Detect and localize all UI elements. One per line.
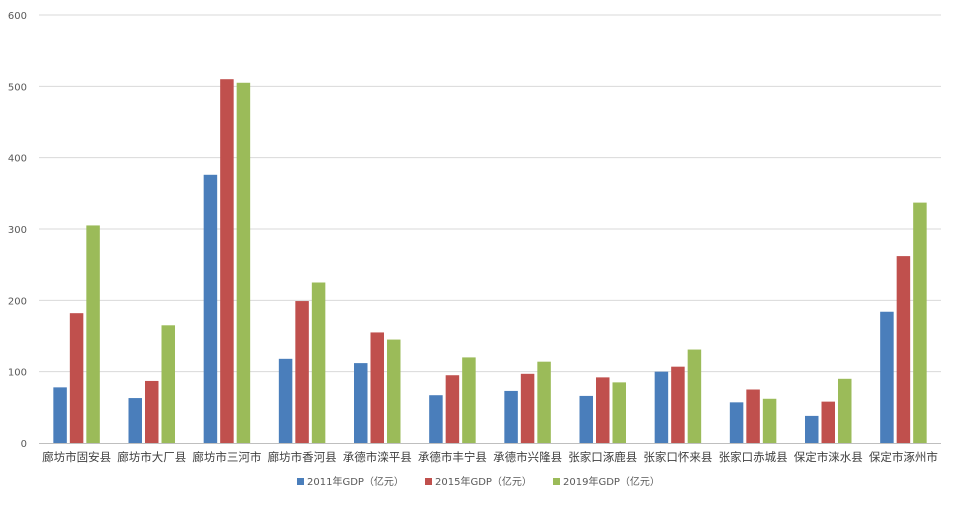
bar — [537, 361, 551, 443]
bar — [805, 415, 819, 443]
y-tick-label: 400 — [8, 154, 27, 165]
gridlines — [39, 14, 941, 373]
bar — [429, 395, 443, 443]
x-category-label: 张家口赤城县 — [719, 450, 788, 464]
bar — [161, 325, 175, 443]
x-category-label: 承德市丰宁县 — [418, 450, 487, 464]
bar — [53, 387, 67, 443]
x-category-label: 张家口怀来县 — [643, 450, 712, 464]
bar — [370, 332, 384, 443]
bar — [69, 313, 84, 443]
y-tick-label: 200 — [8, 296, 27, 307]
y-tick-label: 600 — [8, 11, 27, 22]
x-category-label: 廊坊市固安县 — [42, 450, 111, 464]
bar — [354, 363, 368, 443]
bar — [913, 202, 927, 443]
bar — [520, 373, 535, 443]
legend: 2011年GDP（亿元） 2015年GDP（亿元） 2019年GDP（亿元） — [297, 475, 660, 488]
bar — [278, 358, 293, 443]
x-category-label: 承德市兴隆县 — [493, 450, 562, 464]
legend-swatch — [425, 478, 432, 485]
x-category-label: 廊坊市香河县 — [268, 450, 337, 464]
x-category-label: 张家口涿鹿县 — [568, 450, 637, 464]
x-category-label: 廊坊市大厂县 — [117, 450, 186, 464]
bar — [311, 282, 326, 443]
bar — [445, 375, 460, 443]
bar — [838, 378, 852, 443]
y-axis-tick-labels: 0 100 200 300 400 500 600 — [8, 11, 27, 450]
x-axis-category-labels: 廊坊市固安县 廊坊市大厂县 廊坊市三河市 廊坊市香河县 承德市滦平县 承德市丰宁县 承德市兴… — [42, 450, 938, 464]
bar — [220, 79, 234, 443]
bar — [671, 366, 685, 443]
bar — [746, 389, 760, 443]
bar — [145, 380, 159, 443]
bar — [596, 377, 610, 443]
bar — [880, 311, 894, 443]
x-category-label: 承德市滦平县 — [343, 450, 412, 464]
x-category-label: 廊坊市三河市 — [192, 450, 261, 464]
y-tick-label: 0 — [21, 439, 27, 450]
bar — [203, 174, 218, 443]
bar — [896, 256, 911, 443]
legend-label: 2019年GDP（亿元） — [563, 475, 660, 488]
bar — [687, 349, 702, 443]
bar — [729, 402, 744, 443]
x-category-label: 保定市涿州市 — [869, 450, 938, 464]
bar — [762, 398, 777, 443]
x-category-label: 保定市涞水县 — [794, 450, 863, 464]
bar — [387, 339, 401, 443]
bar — [612, 382, 626, 443]
y-tick-label: 500 — [8, 82, 27, 93]
legend-swatch — [553, 478, 560, 485]
bar — [462, 357, 476, 443]
bar — [128, 398, 142, 443]
legend-swatch — [297, 478, 304, 485]
y-tick-label: 100 — [8, 368, 27, 379]
bar — [654, 371, 669, 443]
bar — [86, 225, 100, 443]
bar — [236, 82, 251, 444]
bars — [53, 79, 927, 444]
y-tick-label: 300 — [8, 225, 27, 236]
legend-label: 2011年GDP（亿元） — [307, 475, 404, 488]
bar — [579, 395, 593, 443]
legend-label: 2015年GDP（亿元） — [435, 475, 532, 488]
bar — [821, 401, 835, 443]
bar — [504, 390, 518, 443]
bar — [295, 301, 309, 443]
